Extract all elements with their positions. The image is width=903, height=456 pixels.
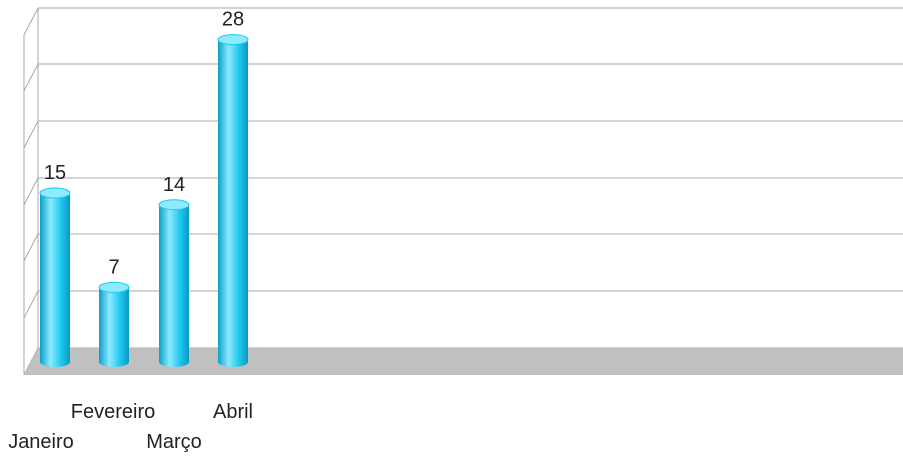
bar-cap: [98, 281, 130, 293]
bars: [39, 34, 249, 367]
data-labels: 15 7 14 28: [44, 9, 244, 279]
bar-janeiro: [39, 187, 71, 367]
gridline-depth: [23, 120, 39, 149]
bar-body: [218, 39, 248, 367]
bar-cap: [158, 199, 190, 211]
bar-abril: [217, 34, 249, 367]
category-labels: Janeiro Fevereiro Março Abril: [8, 401, 253, 453]
chart-floor: [24, 348, 903, 375]
bar-maro: [158, 199, 190, 367]
data-label: 28: [222, 9, 244, 31]
data-label: 14: [163, 174, 185, 196]
gridline-depth: [23, 63, 39, 92]
gridline-depth: [23, 233, 39, 262]
bar-body: [99, 287, 129, 367]
bar-cap: [39, 187, 71, 199]
gridlines: [23, 7, 903, 376]
gridline-depth: [23, 7, 39, 36]
data-label: 7: [108, 256, 119, 278]
gridline-depth: [23, 177, 39, 206]
bar-fevereiro: [98, 281, 130, 367]
data-label: 15: [44, 162, 66, 184]
category-label: Fevereiro: [71, 401, 155, 423]
bar-body: [40, 193, 70, 367]
category-label: Abril: [213, 401, 253, 423]
bar-body: [159, 204, 189, 367]
category-label: Março: [146, 431, 202, 453]
gridline-depth: [23, 290, 39, 319]
category-label: Janeiro: [8, 431, 74, 453]
bar-cap: [217, 34, 249, 46]
